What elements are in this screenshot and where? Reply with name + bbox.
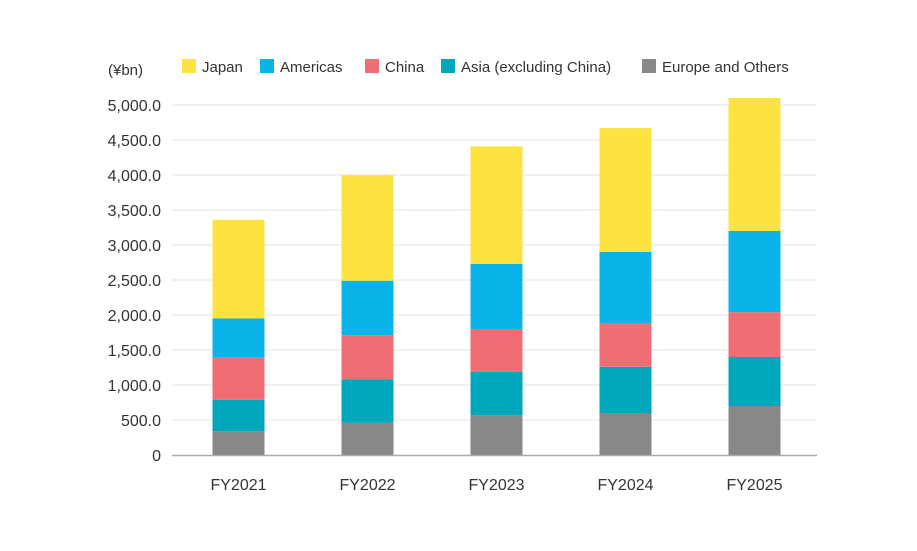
x-axis-tick-labels: FY2021 FY2022 FY2023 FY2024 FY2025 [210,477,782,494]
bar-segment [470,146,523,264]
bar-segment [341,422,394,455]
legend-label: Europe and Others [662,59,789,76]
bar-segment [212,219,265,319]
legend-swatch [260,59,274,73]
legend-label: China [385,59,425,76]
bar-segment [599,413,652,455]
legend-swatch [441,59,455,73]
x-tick-label: FY2022 [339,477,395,494]
x-tick-label: FY2024 [597,477,653,494]
bar-segment [728,357,781,406]
y-axis-tick-labels: 0 500.0 1,000.0 1,500.0 2,000.0 2,500.0 3,000.… [108,98,161,465]
bar-segment [728,231,781,313]
bar-segment [341,175,394,281]
y-tick-label: 4,000.0 [108,168,161,185]
y-tick-label: 2,500.0 [108,273,161,290]
legend-swatch [365,59,379,73]
bar-segment [599,366,652,413]
y-tick-label: 4,500.0 [108,133,161,150]
bar-segment [212,357,265,400]
y-tick-label: 1,500.0 [108,343,161,360]
x-tick-label: FY2021 [210,477,266,494]
bars [212,98,781,455]
bar-segment [341,335,394,380]
bar-segment [212,399,265,432]
bar-segment [470,415,523,455]
bar-segment [341,379,394,423]
bar-segment [470,371,523,416]
bar-segment [728,406,781,455]
legend-label: Japan [202,59,243,76]
y-tick-label: 500.0 [121,413,161,430]
y-tick-label: 3,000.0 [108,238,161,255]
y-tick-label: 1,000.0 [108,378,161,395]
bar-segment [212,431,265,455]
bar-segment [341,280,394,336]
legend-label: Americas [280,59,343,76]
y-tick-label: 3,500.0 [108,203,161,220]
y-tick-label: 2,000.0 [108,308,161,325]
legend-swatch [642,59,656,73]
y-tick-label: 5,000.0 [108,98,161,115]
bar-segment [599,128,652,252]
legend-swatch [182,59,196,73]
bar-segment [212,318,265,358]
bar-segment [599,323,652,367]
x-tick-label: FY2023 [468,477,524,494]
bar-segment [728,98,781,231]
legend: Japan Americas China Asia (excluding China)… [182,59,789,76]
bar-segment [728,312,781,357]
legend-label: Asia (excluding China) [461,59,611,76]
bar-segment [599,252,652,324]
y-tick-label: 0 [152,448,161,465]
x-tick-label: FY2025 [726,477,782,494]
bar-segment [470,263,523,329]
y-axis-unit-label: (¥bn) [108,62,143,79]
bar-segment [470,329,523,372]
